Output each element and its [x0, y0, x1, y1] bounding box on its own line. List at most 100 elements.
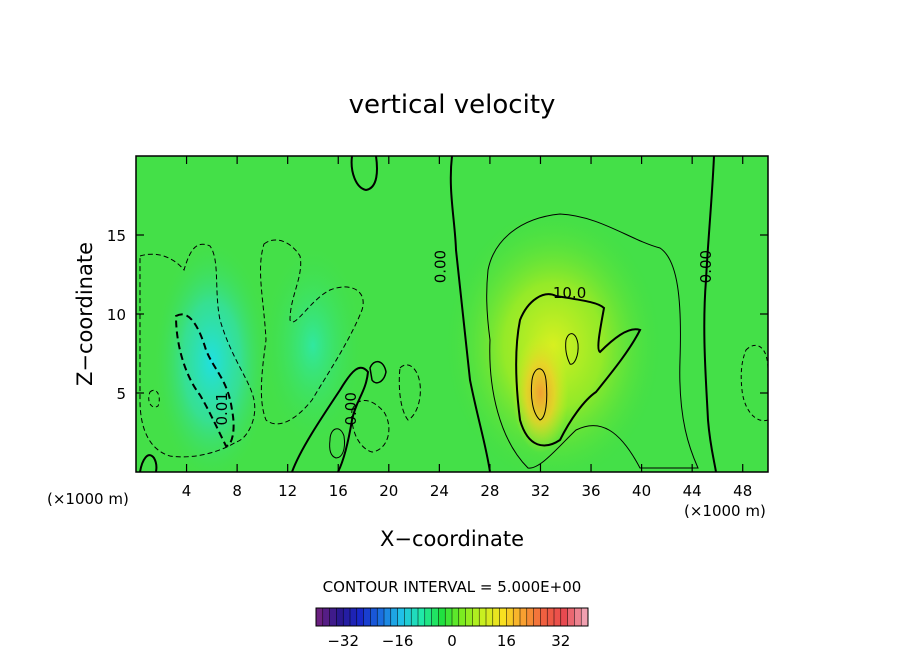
colorbar-cell-35	[554, 608, 562, 626]
contour-label-2: 0.00	[697, 250, 715, 283]
y-tick-label-1: 10	[107, 306, 126, 324]
y-axis-ticks: 5 10 15	[107, 227, 768, 403]
field-layer	[153, 205, 664, 472]
contour-small-up	[329, 428, 345, 459]
contour-zero-top	[350, 156, 378, 192]
contour-lines	[139, 156, 768, 472]
contour-fifteen-a	[530, 368, 548, 421]
contour-small-up-b	[369, 360, 387, 384]
x-tick-label-1: 8	[232, 482, 242, 500]
colorbar-cell-29	[513, 608, 521, 626]
colorbar-cell-26	[492, 608, 500, 626]
colorbar-cell-15	[418, 608, 426, 626]
colorbar-cell-30	[520, 608, 528, 626]
colorbar-cell-3	[336, 608, 344, 626]
x-tick-label-6: 28	[480, 482, 499, 500]
contour-labels: 0.00 10.0 0.00 0.00 0.01	[213, 250, 715, 426]
contour-ten	[515, 293, 642, 447]
colorbar-cell-36	[560, 608, 568, 626]
colorbar-cell-32	[533, 608, 541, 626]
colorbar-tick-label-1: −16	[382, 632, 414, 650]
contour-zero-left-blob	[291, 366, 370, 472]
x-tick-label-9: 40	[632, 482, 651, 500]
contour-interval-text: CONTOUR INTERVAL = 5.000E+00	[323, 578, 582, 596]
colorbar-cell-8	[370, 608, 378, 626]
colorbar-cell-0	[316, 608, 324, 626]
field-feature-downdraft-2	[153, 241, 270, 472]
colorbar-tick-label-0: −32	[327, 632, 359, 650]
colorbar-tick-label-4: 32	[551, 632, 570, 650]
y-tick-label-0: 5	[116, 385, 126, 403]
colorbar-cell-27	[499, 608, 507, 626]
x-tick-label-10: 44	[683, 482, 702, 500]
colorbar-cell-31	[526, 608, 534, 626]
y-axis-label: Z−coordinate	[73, 242, 97, 386]
contour-neg-center	[260, 239, 364, 425]
colorbar-cell-11	[390, 608, 398, 626]
colorbar-cell-5	[350, 608, 358, 626]
colorbar-cell-17	[431, 608, 439, 626]
x-tick-label-8: 36	[581, 482, 600, 500]
colorbar-cell-4	[343, 608, 351, 626]
x-tick-label-11: 48	[733, 482, 752, 500]
colorbar-cell-24	[479, 608, 487, 626]
x-tick-label-5: 24	[430, 482, 449, 500]
colorbar-tick-label-3: 16	[497, 632, 516, 650]
x-tick-label-2: 12	[278, 482, 297, 500]
contour-neg-small-c	[148, 389, 160, 408]
colorbar-cell-33	[540, 608, 548, 626]
colorbar-tick-label-2: 0	[447, 632, 457, 650]
colorbar-frame	[315, 607, 589, 627]
colorbar-cell-39	[581, 608, 589, 626]
colorbar: −32 −16 0 16 32	[315, 607, 589, 650]
contour-zero-right	[703, 156, 717, 472]
colorbar-cell-25	[486, 608, 494, 626]
x-axis-ticks: 4 8 12 16 20 24 28 32 36 40 44 48	[182, 156, 752, 500]
contour-neg-right	[740, 345, 768, 422]
contour-neg-outer	[139, 243, 256, 458]
x-unit-right: (×1000 m)	[684, 502, 766, 520]
x-tick-label-0: 4	[182, 482, 192, 500]
colorbar-cell-18	[438, 608, 446, 626]
colorbar-cell-20	[452, 608, 460, 626]
colorbar-cell-10	[384, 608, 392, 626]
colorbar-cell-28	[506, 608, 514, 626]
contour-zero-bottom-left	[139, 454, 158, 472]
x-unit-left: (×1000 m)	[47, 490, 129, 508]
colorbar-cell-37	[567, 608, 575, 626]
contour-neg-small-a	[351, 400, 390, 453]
contour-zero-center	[449, 156, 491, 472]
field-feature-downdraft-3	[262, 245, 363, 446]
y-tick-label-2: 15	[107, 227, 126, 245]
colorbar-cell-2	[329, 608, 337, 626]
colorbar-cell-19	[445, 608, 453, 626]
colorbar-cell-14	[411, 608, 419, 626]
colorbar-cell-1	[322, 608, 330, 626]
colorbar-cell-6	[356, 608, 364, 626]
contour-neg-small-b	[398, 364, 421, 421]
colorbar-cell-12	[397, 608, 405, 626]
colorbar-cell-7	[363, 608, 371, 626]
contour-label-1: 10.0	[553, 284, 586, 302]
field-feature-updraft_core-1	[512, 333, 569, 453]
plot-area: 0.00 10.0 0.00 0.00 0.01	[135, 155, 769, 473]
chart-title: vertical velocity	[349, 90, 556, 120]
contour-label-0: 0.00	[432, 250, 450, 283]
contour-neg-thick	[174, 313, 235, 448]
colorbar-cell-13	[404, 608, 412, 626]
x-axis-label: X−coordinate	[380, 527, 524, 551]
colorbar-cell-34	[547, 608, 555, 626]
x-tick-label-4: 20	[379, 482, 398, 500]
colorbar-cell-22	[465, 608, 473, 626]
colorbar-cell-9	[377, 608, 385, 626]
colorbar-cell-16	[424, 608, 432, 626]
x-tick-label-7: 32	[531, 482, 550, 500]
contour-five-outer	[486, 213, 699, 469]
colorbar-cell-38	[574, 608, 582, 626]
contour-label-4: 0.01	[213, 392, 231, 425]
contour-label-3: 0.00	[342, 392, 360, 425]
contour-fifteen-b	[565, 333, 579, 365]
colorbar-cell-23	[472, 608, 480, 626]
x-tick-label-3: 16	[329, 482, 348, 500]
